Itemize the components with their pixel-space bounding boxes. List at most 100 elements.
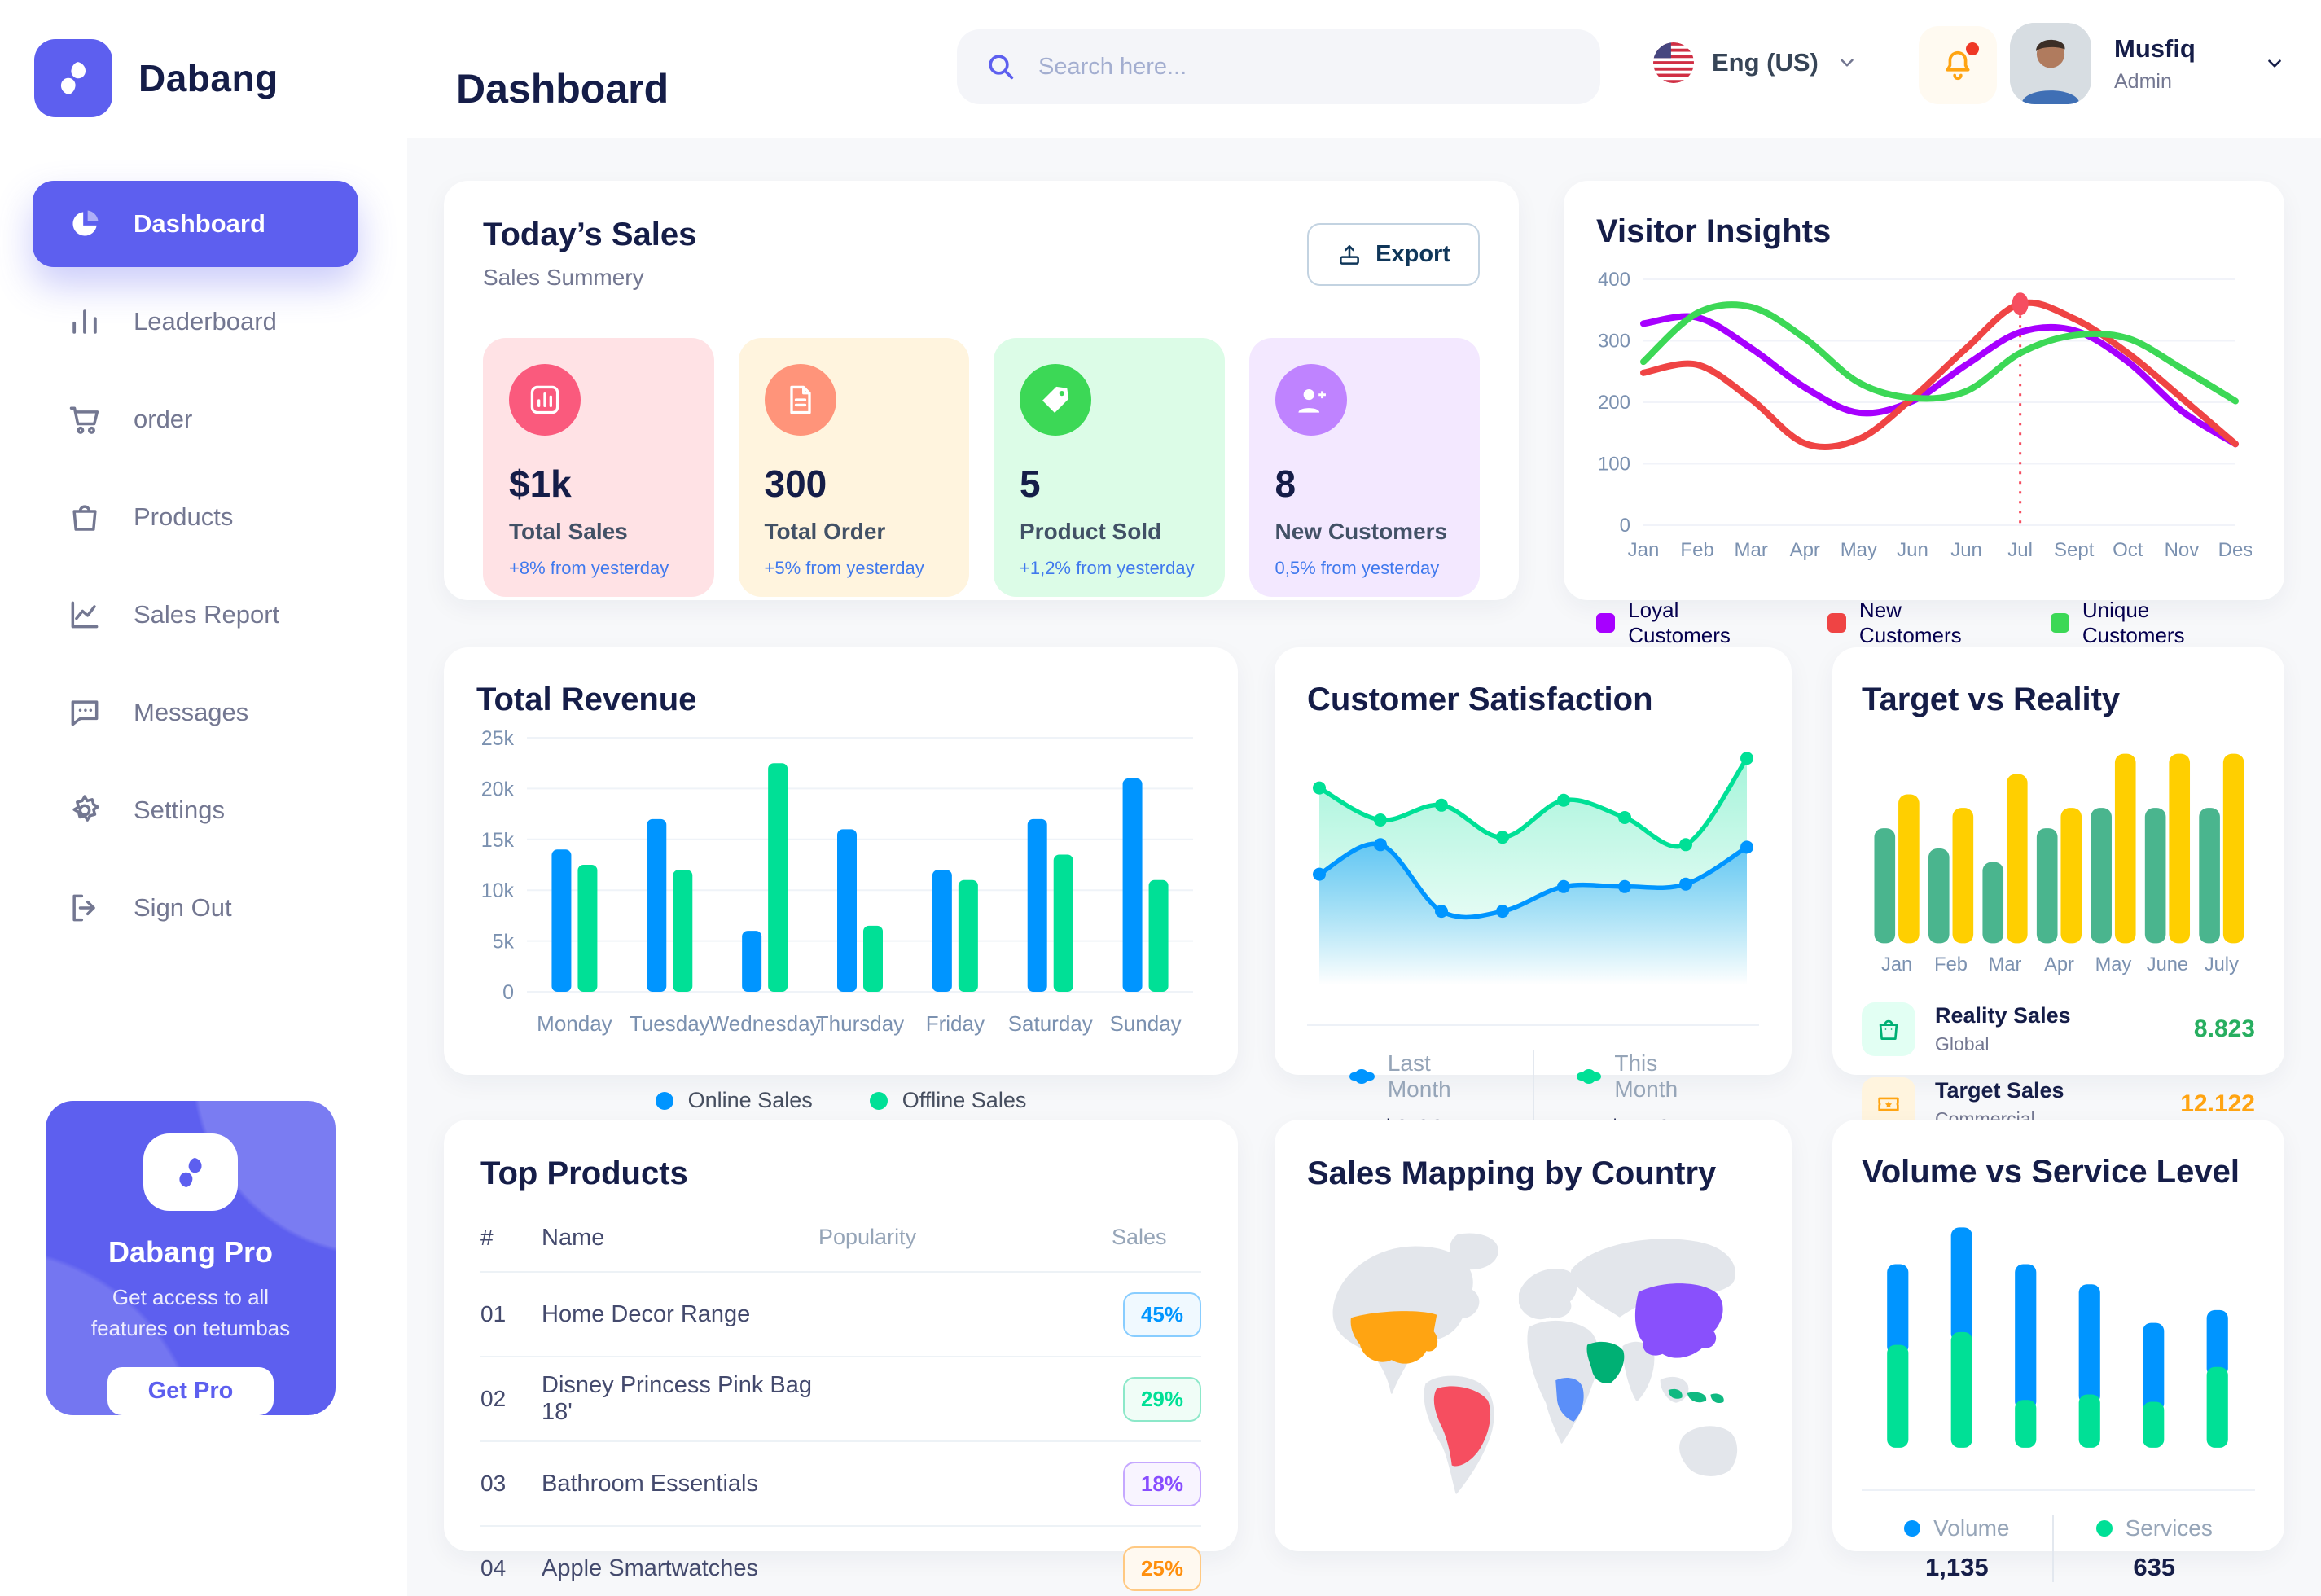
bag-mini-icon — [1862, 1002, 1915, 1056]
svg-text:Jan: Jan — [1881, 954, 1912, 976]
sales-mapping-title: Sales Mapping by Country — [1307, 1155, 1717, 1191]
table-row-product[interactable]: 01 Home Decor Range 45% — [480, 1273, 1201, 1357]
legend-item-new-customers: New Customers — [1827, 598, 2005, 648]
svg-text:Nov: Nov — [2165, 539, 2200, 561]
legend-swatch — [1827, 613, 1846, 633]
svg-text:5k: 5k — [493, 931, 515, 954]
svg-text:July: July — [2205, 954, 2239, 976]
sales-badge: 45% — [1123, 1291, 1201, 1337]
brand-name: Dabang — [138, 57, 279, 99]
svg-text:Mar: Mar — [1735, 539, 1768, 561]
svg-text:Tuesday: Tuesday — [630, 1011, 710, 1036]
export-icon — [1340, 244, 1360, 265]
sidebar-nav: Dashboard Leaderboard order Products Sales R… — [33, 181, 358, 962]
export-button[interactable]: Export — [1307, 223, 1480, 286]
product-name: Disney Princess Pink Bag 18' — [542, 1372, 813, 1425]
user-menu[interactable]: Musfiq Admin — [2010, 23, 2285, 104]
svg-text:Saturday: Saturday — [1008, 1011, 1093, 1036]
product-name: Bathroom Essentials — [542, 1470, 758, 1497]
stat-card-new-customers: 8 New Customers 0,5% from yesterday — [1248, 338, 1480, 597]
chevron-down-icon — [2268, 59, 2281, 68]
sidebar-item-order[interactable]: order — [33, 376, 358, 463]
sidebar-item-messages[interactable]: Messages — [33, 669, 358, 756]
language-selector[interactable]: Eng (US) — [1653, 42, 1858, 83]
stat-card-total-sales: $1k Total Sales +8% from yesterday — [483, 338, 714, 597]
svg-text:0: 0 — [1620, 515, 1630, 537]
legend-swatch — [1596, 613, 1616, 633]
target-vs-reality-title: Target vs Reality — [1862, 682, 2121, 717]
svg-text:Feb: Feb — [1680, 539, 1713, 561]
svg-text:400: 400 — [1598, 269, 1630, 291]
top-products-body: 01 Home Decor Range 45% 02 Disney Princess P… — [480, 1273, 1201, 1596]
sidebar-item-sales-report[interactable]: Sales Report — [33, 572, 358, 658]
get-pro-button[interactable]: Get Pro — [107, 1366, 274, 1415]
notifications-button[interactable] — [1919, 26, 1997, 104]
gear-icon — [67, 792, 103, 828]
stat-value: 8 — [1275, 463, 1297, 505]
stat-label: Total Order — [764, 519, 886, 544]
customer-satisfaction-chart — [1307, 718, 1759, 1003]
svg-text:Jun: Jun — [1897, 539, 1928, 561]
pro-upgrade-card: Dabang Pro Get access to all features on… — [46, 1101, 336, 1415]
legend-dot — [2095, 1520, 2113, 1537]
us-flag-icon — [1653, 42, 1694, 83]
svg-text:Feb: Feb — [1934, 954, 1968, 976]
svg-text:300: 300 — [1598, 331, 1630, 353]
sidebar-item-leaderboard[interactable]: Leaderboard — [33, 278, 358, 365]
sidebar-item-dashboard[interactable]: Dashboard — [33, 181, 358, 267]
sidebar-item-sign-out[interactable]: Sign Out — [33, 865, 358, 951]
legend-item-volume: Volume 1,135 — [1862, 1515, 2051, 1582]
product-name: Apple Smartwatches — [542, 1554, 758, 1581]
divider — [1307, 1024, 1759, 1026]
svg-text:Jul: Jul — [2007, 539, 2033, 561]
svg-text:May: May — [1841, 539, 1877, 561]
world-map — [1332, 1233, 1737, 1494]
stat-card-total-order: 300 Total Order +5% from yesterday — [738, 338, 969, 597]
product-rank: 03 — [480, 1471, 507, 1496]
svg-text:15k: 15k — [481, 829, 515, 852]
country-usa — [1350, 1311, 1438, 1364]
svg-text:Wednesday: Wednesday — [709, 1011, 821, 1036]
stat-label: Total Sales — [509, 519, 628, 544]
stat-bars-icon — [509, 364, 581, 436]
visitor-insights-title: Visitor Insights — [1596, 213, 1832, 249]
svg-text:June: June — [2147, 954, 2188, 976]
todays-sales-subtitle: Sales Summery — [483, 265, 644, 290]
total-revenue-card: Total Revenue 0 5k 10k 15k 20k 25k Monday Tuesd… — [444, 647, 1238, 1112]
brand-logo[interactable]: Dabang — [34, 39, 279, 117]
sidebar-item-settings[interactable]: Settings — [33, 767, 358, 853]
search-input[interactable] — [1037, 52, 1573, 81]
country-saudi_arabia — [1586, 1341, 1625, 1383]
legend-dot — [1904, 1520, 1921, 1537]
volume-service-chart — [1862, 1190, 2255, 1468]
target-vs-reality-card: Target vs Reality Jan Feb Mar Apr May June Jul… — [1832, 647, 2284, 1131]
legend-item-offline-sales: Offline Sales — [869, 1088, 1026, 1113]
table-row-product[interactable]: 04 Apple Smartwatches 25% — [480, 1527, 1201, 1596]
user-name: Musfiq — [2114, 33, 2196, 63]
sidebar-item-label: Settings — [134, 796, 226, 824]
product-rank: 02 — [480, 1386, 507, 1411]
sidebar-item-products[interactable]: Products — [33, 474, 358, 560]
volume-service-card: Volume vs Service Level Volume 1,135 Servi… — [1832, 1120, 2284, 1582]
product-name: Home Decor Range — [542, 1300, 751, 1327]
divider — [1862, 1489, 2255, 1491]
sidebar-item-label: Products — [134, 502, 234, 531]
legend-swatch — [2050, 613, 2069, 633]
user-role: Admin — [2114, 69, 2172, 93]
table-row-product[interactable]: 02 Disney Princess Pink Bag 18' 29% — [480, 1357, 1201, 1442]
stats-row: $1k Total Sales +8% from yesterday 300 Total… — [483, 338, 1480, 597]
svg-text:0: 0 — [502, 981, 514, 1004]
legend-item-unique-customers: Unique Customers — [2050, 598, 2252, 648]
bar-chart-icon — [67, 304, 103, 340]
legend-value: 12.122 — [2180, 1090, 2255, 1117]
stat-value: 300 — [764, 463, 827, 505]
stat-label: Product Sold — [1020, 519, 1162, 544]
signout-icon — [67, 890, 103, 926]
svg-text:Apr: Apr — [1790, 539, 1820, 561]
svg-text:Oct: Oct — [2113, 539, 2143, 561]
total-revenue-title: Total Revenue — [476, 682, 697, 717]
table-row-product[interactable]: 03 Bathroom Essentials 18% — [480, 1442, 1201, 1527]
country-indonesia — [1668, 1388, 1724, 1404]
svg-text:Jan: Jan — [1628, 539, 1660, 561]
